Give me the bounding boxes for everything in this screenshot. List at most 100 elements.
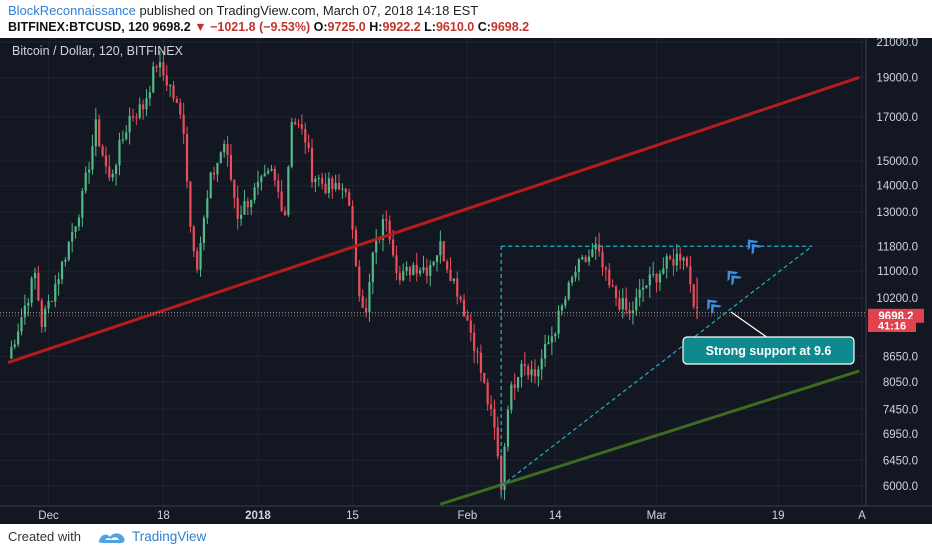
candle-body bbox=[334, 182, 337, 190]
candle-body bbox=[206, 198, 209, 218]
candle-body bbox=[533, 369, 537, 377]
candle-body bbox=[256, 182, 260, 188]
candle-body bbox=[101, 146, 104, 156]
candle-body bbox=[439, 241, 442, 256]
candle-body bbox=[621, 298, 624, 310]
candle-body bbox=[550, 336, 553, 343]
candle-body bbox=[226, 143, 229, 155]
candle-body bbox=[84, 172, 87, 191]
chart-title: Bitcoin / Dollar, 120, BITFINEX bbox=[12, 44, 184, 58]
candle-body bbox=[665, 256, 668, 269]
candle-body bbox=[354, 229, 358, 267]
created-with-text: Created with bbox=[8, 529, 81, 544]
candle-body bbox=[658, 273, 662, 283]
chart-area[interactable]: 6000.0 6450.0 6950.0 7450.0 8050.0 8650.0 1020… bbox=[0, 37, 932, 524]
candle-body bbox=[280, 191, 283, 211]
price-axis[interactable]: 6000.0 6450.0 6950.0 7450.0 8050.0 8650.0 1020… bbox=[876, 37, 918, 493]
candle-body bbox=[13, 344, 16, 347]
candle-body bbox=[114, 165, 118, 174]
candle-body bbox=[192, 226, 195, 252]
candle-body bbox=[196, 251, 199, 270]
candle-body bbox=[581, 257, 584, 260]
candle-body bbox=[523, 364, 526, 367]
projected-support-line bbox=[500, 245, 813, 487]
candle-body bbox=[601, 251, 604, 268]
candle-body bbox=[645, 285, 648, 288]
candle-body bbox=[152, 66, 155, 93]
x-tick-label: A bbox=[858, 510, 866, 522]
candle-body bbox=[513, 384, 516, 388]
candle-body bbox=[263, 173, 266, 177]
candle-body bbox=[179, 102, 182, 115]
candle-body bbox=[489, 404, 493, 409]
author-link[interactable]: BlockReconnaissance bbox=[8, 3, 136, 18]
candle-body bbox=[466, 316, 469, 321]
candle-body bbox=[611, 285, 614, 287]
candle-body bbox=[402, 271, 405, 281]
candle-body bbox=[510, 384, 513, 410]
current-price-badge: 9698.2 41:16 bbox=[868, 308, 924, 333]
candle-body bbox=[57, 279, 60, 285]
candle-body bbox=[503, 446, 506, 491]
candle-body bbox=[67, 241, 70, 260]
candle-body bbox=[236, 197, 239, 219]
candle-body bbox=[324, 183, 327, 194]
time-axis[interactable]: Dec 18 2018 15 Feb 14 Mar 19 A bbox=[38, 510, 866, 522]
tradingview-logo-icon[interactable] bbox=[97, 529, 127, 550]
x-tick-label: Feb bbox=[457, 510, 477, 522]
candle-body bbox=[277, 180, 280, 192]
support-callout[interactable]: Strong support at 9.6 bbox=[682, 311, 855, 365]
candle-body bbox=[405, 266, 408, 272]
candle-body bbox=[94, 119, 97, 147]
candle-body bbox=[189, 181, 192, 227]
tradingview-brand[interactable]: TradingView bbox=[132, 529, 207, 544]
candle-body bbox=[625, 298, 628, 311]
candle-body bbox=[23, 305, 26, 318]
candle-body bbox=[20, 317, 23, 332]
candle-body bbox=[10, 346, 13, 359]
candle-body bbox=[337, 182, 341, 190]
grid-lines bbox=[0, 38, 866, 506]
open-label: O: bbox=[313, 20, 328, 34]
candle-body bbox=[250, 200, 253, 208]
candle-body bbox=[331, 178, 334, 190]
candle-body bbox=[71, 231, 74, 242]
candle-body bbox=[446, 261, 449, 270]
x-tick-label: Mar bbox=[647, 510, 667, 522]
candle-body bbox=[415, 264, 418, 274]
candle-body bbox=[516, 377, 520, 388]
candle-body bbox=[685, 257, 689, 267]
y-tick-label: 21000.0 bbox=[876, 38, 918, 49]
y-tick-label: 15000.0 bbox=[876, 156, 918, 168]
candle-body bbox=[371, 252, 374, 283]
candle-body bbox=[138, 104, 141, 118]
candle-body bbox=[385, 219, 388, 221]
candle-body bbox=[155, 66, 158, 68]
candle-body bbox=[429, 265, 432, 276]
candle-body bbox=[317, 177, 320, 179]
candle-body bbox=[469, 320, 472, 333]
candle-body bbox=[672, 258, 675, 266]
candle-body bbox=[493, 408, 496, 428]
candle-body bbox=[635, 297, 638, 311]
candle-body bbox=[567, 282, 570, 300]
candle-body bbox=[537, 369, 540, 377]
candle-body bbox=[344, 188, 347, 193]
candle-body bbox=[135, 117, 138, 119]
low-label: L: bbox=[424, 20, 436, 34]
candle-body bbox=[358, 266, 361, 297]
candle-body bbox=[310, 147, 314, 183]
y-tick-label: 7450.0 bbox=[883, 404, 918, 416]
candle-body bbox=[435, 255, 439, 262]
candle-body bbox=[172, 85, 175, 99]
candle-body bbox=[321, 177, 324, 184]
candle-body bbox=[165, 75, 168, 86]
candle-body bbox=[17, 331, 20, 345]
high-value: 9922.2 bbox=[382, 20, 421, 34]
candle-body bbox=[577, 259, 580, 272]
support-trendline bbox=[439, 369, 860, 506]
candle-body bbox=[158, 62, 162, 68]
chart-drawings bbox=[0, 76, 866, 506]
price-chart[interactable]: 6000.0 6450.0 6950.0 7450.0 8050.0 8650.0 1020… bbox=[0, 37, 932, 524]
candle-body bbox=[604, 267, 607, 270]
